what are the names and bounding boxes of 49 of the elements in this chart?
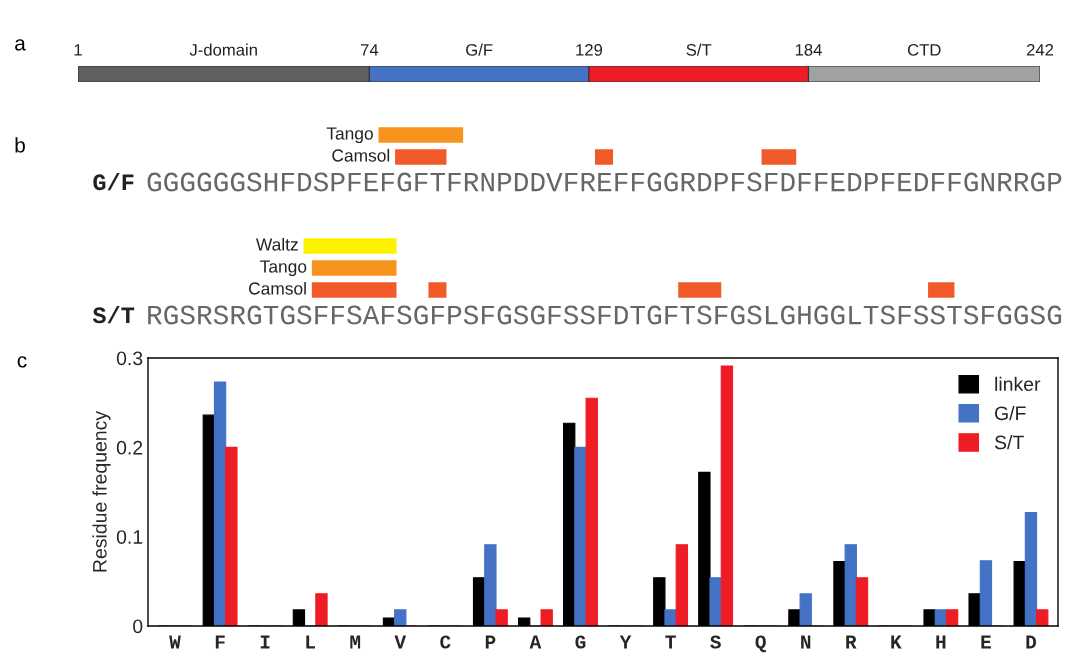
x-tick-label: Y (619, 635, 632, 649)
y-tick-label: 0.1 (116, 530, 143, 544)
text: Waltz (255, 237, 298, 251)
x-tick-label: A (529, 635, 542, 649)
x-tick-label: C (440, 635, 451, 649)
x-tick-label: P (485, 635, 496, 649)
text: Camsol (332, 148, 390, 162)
x-tick-label: G (575, 635, 586, 649)
series-label: CTD (907, 43, 941, 56)
x-tick-label: K (891, 635, 902, 649)
series-label: G/F (466, 43, 493, 56)
y-tick-label: 0.3 (116, 351, 143, 366)
x-tick-label: 74 (360, 44, 379, 56)
x-tick-label: D (1026, 635, 1037, 649)
x-tick-label: Q (755, 635, 766, 653)
legend-label: G/F (995, 405, 1026, 421)
x-tick-label: 242 (1026, 43, 1054, 56)
x-tick-label: 1 (74, 44, 82, 56)
x-tick-label: N (801, 635, 811, 649)
y-tick-label: 0.2 (116, 440, 143, 455)
x-tick-label: F (215, 635, 225, 649)
legend-label: linker (995, 376, 1041, 392)
x-tick-label: M (350, 635, 361, 649)
text: RGSRSRGTGSFFSAFSGFPSFGSGFSSFDTGFTSFGSLGHGGLTSFSSTSFGGSG (148, 305, 1062, 325)
x-tick-label: T (665, 635, 676, 649)
text: b (15, 137, 25, 153)
series-label: J-domain (189, 43, 257, 56)
text: a (15, 39, 26, 51)
x-tick-label: L (306, 635, 315, 649)
x-tick-label: E (981, 635, 991, 649)
text: Camsol (249, 281, 306, 295)
x-tick-label: V (394, 635, 407, 649)
x-tick-label: S (710, 635, 721, 649)
text: G/F (93, 173, 134, 191)
text: Tango (260, 260, 307, 277)
text: S/T (92, 305, 135, 324)
y-tick-label: 0 (133, 619, 143, 634)
series-label: S/T (686, 43, 712, 56)
text: c (17, 356, 27, 368)
annotation: Tango (326, 127, 373, 144)
x-tick-label: W (169, 635, 181, 649)
text: GGGGGGSHFDSPFEFGFTFRNPDDVFREFFGGRDPFSFDFFEDPFEDFFGNRRGP (147, 172, 1062, 192)
x-tick-label: H (936, 635, 946, 649)
x-tick-label: 184 (795, 43, 822, 56)
legend-label: S/T (994, 435, 1024, 450)
x-tick-label: I (260, 635, 270, 649)
x-tick-label: R (846, 635, 857, 649)
y-axis-title: Residue frequency (92, 410, 111, 572)
x-tick-label: 129 (576, 43, 603, 56)
